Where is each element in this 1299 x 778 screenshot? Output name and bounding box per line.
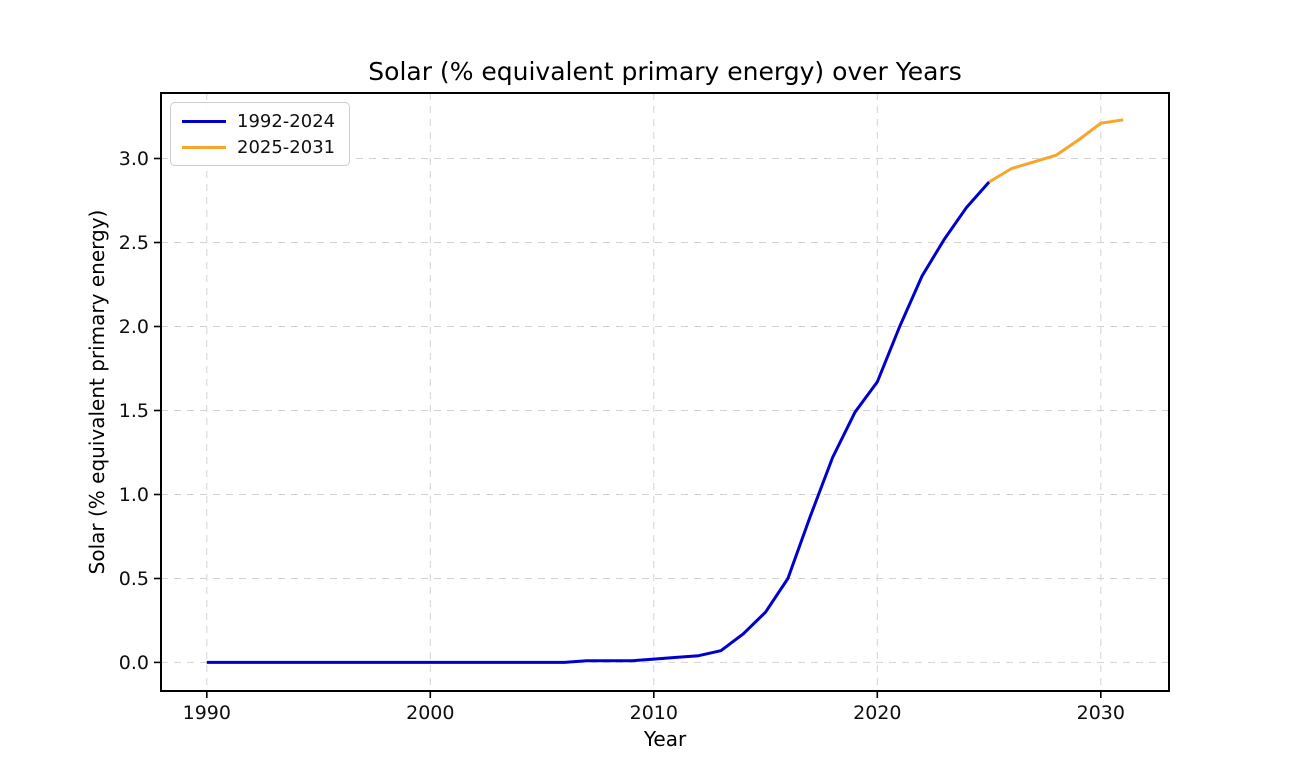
- legend-item-historical: 1992-2024: [182, 109, 335, 133]
- svg-text:1990: 1990: [183, 702, 231, 724]
- svg-text:0.5: 0.5: [119, 568, 149, 590]
- chart-title: Solar (% equivalent primary energy) over…: [368, 57, 962, 86]
- svg-text:2.5: 2.5: [119, 232, 149, 254]
- svg-text:2.0: 2.0: [119, 316, 149, 338]
- svg-text:2000: 2000: [406, 702, 454, 724]
- historical-line-swatch-icon: [182, 119, 226, 123]
- y-axis-label: Solar (% equivalent primary energy): [85, 209, 109, 575]
- svg-text:0.0: 0.0: [119, 652, 149, 674]
- forecast-line-swatch-icon: [182, 145, 226, 149]
- svg-text:1.5: 1.5: [119, 400, 149, 422]
- legend-label-forecast: 2025-2031: [237, 136, 336, 158]
- legend-label-historical: 1992-2024: [237, 110, 336, 132]
- svg-text:2030: 2030: [1077, 702, 1125, 724]
- legend-item-forecast: 2025-2031: [182, 135, 335, 159]
- svg-text:2020: 2020: [853, 702, 901, 724]
- x-axis-label: Year: [643, 727, 687, 751]
- svg-text:1.0: 1.0: [119, 484, 149, 506]
- legend: 1992-2024 2025-2031: [170, 102, 351, 166]
- svg-text:3.0: 3.0: [119, 148, 149, 170]
- svg-text:2010: 2010: [630, 702, 678, 724]
